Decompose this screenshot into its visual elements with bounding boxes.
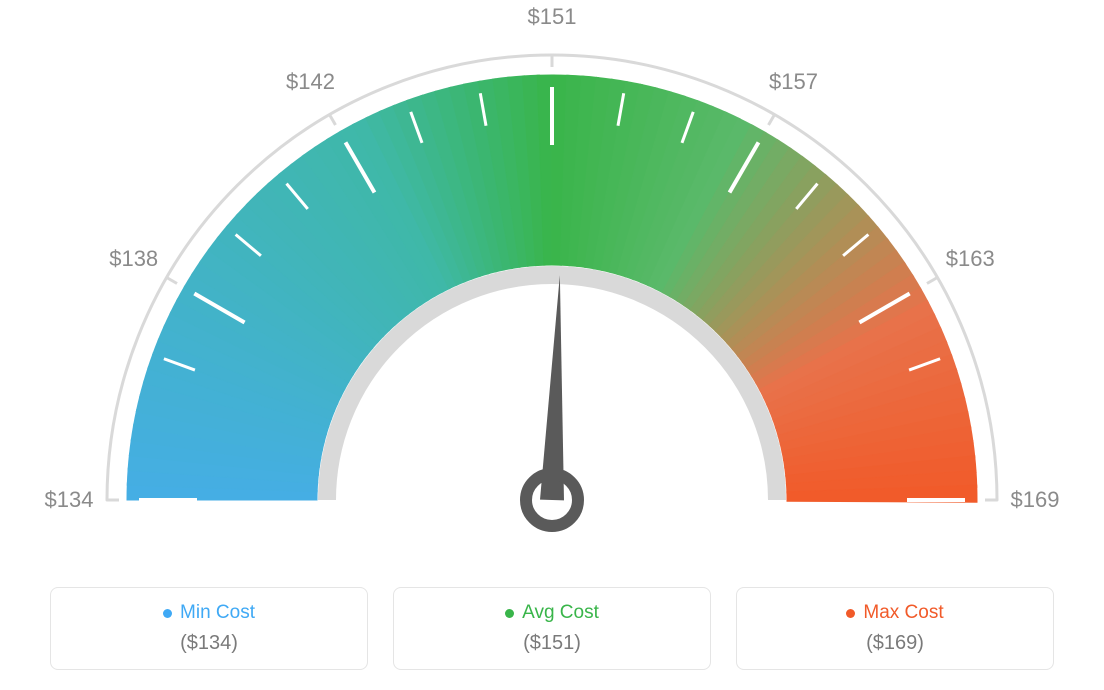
max-dot-icon bbox=[846, 609, 855, 618]
gauge-tick-label: $163 bbox=[946, 246, 995, 272]
avg-cost-title: Avg Cost bbox=[522, 602, 599, 624]
gauge-tick-label: $151 bbox=[528, 4, 577, 30]
gauge-chart: $134 $138 $142 $151 $157 $163 $169 bbox=[0, 0, 1104, 570]
summary-cards-row: Min Cost ($134) Avg Cost ($151) Max Cost… bbox=[50, 587, 1054, 670]
avg-cost-value: ($151) bbox=[414, 632, 690, 655]
gauge-tick-label: $134 bbox=[45, 487, 94, 513]
min-card-header: Min Cost bbox=[71, 602, 347, 624]
gauge-tick-label: $169 bbox=[1011, 487, 1060, 513]
min-dot-icon bbox=[163, 609, 172, 618]
avg-cost-card: Avg Cost ($151) bbox=[393, 587, 711, 670]
gauge-tick-label: $157 bbox=[769, 69, 818, 95]
gauge-tick-label: $138 bbox=[109, 246, 158, 272]
gauge-svg bbox=[0, 0, 1104, 570]
min-cost-title: Min Cost bbox=[180, 602, 255, 624]
avg-card-header: Avg Cost bbox=[414, 602, 690, 624]
chart-container: $134 $138 $142 $151 $157 $163 $169 Min Cost ($… bbox=[0, 0, 1104, 690]
max-cost-value: ($169) bbox=[757, 632, 1033, 655]
gauge-tick-label: $142 bbox=[286, 69, 335, 95]
max-cost-card: Max Cost ($169) bbox=[736, 587, 1054, 670]
min-cost-value: ($134) bbox=[71, 632, 347, 655]
max-cost-title: Max Cost bbox=[863, 602, 943, 624]
avg-dot-icon bbox=[505, 609, 514, 618]
min-cost-card: Min Cost ($134) bbox=[50, 587, 368, 670]
max-card-header: Max Cost bbox=[757, 602, 1033, 624]
